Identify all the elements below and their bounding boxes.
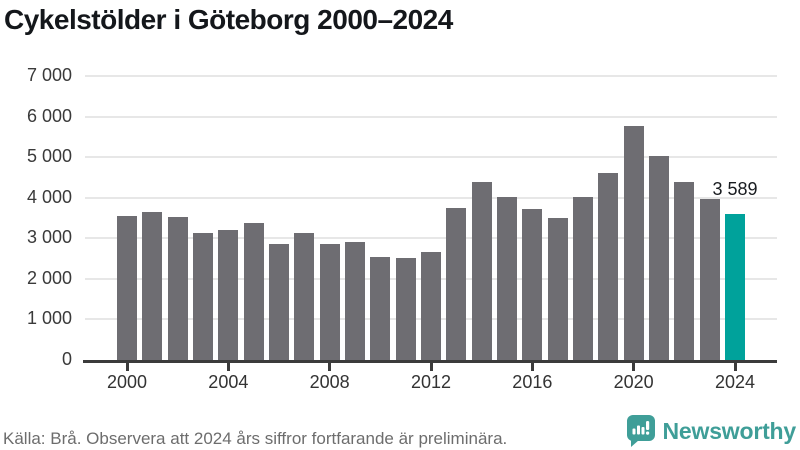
bar-2003 [192, 232, 213, 360]
bar-2009 [344, 242, 365, 360]
y-tick-label-6000: 6 000 [26, 105, 72, 126]
x-axis: 2000 2004 2008 2012 2016 2020 2024 [83, 363, 777, 397]
source-note: Källa: Brå. Observera att 2024 års siffr… [3, 429, 508, 448]
bar-2010 [370, 256, 391, 360]
bar-2018 [572, 196, 593, 360]
bar-2011 [395, 258, 416, 360]
chart-title: Cykelstölder i Göteborg 2000–2024 [4, 4, 453, 35]
gridline-5000 [85, 156, 777, 159]
bar-2012 [420, 251, 441, 360]
x-tick-2016 [530, 363, 534, 371]
gridline-6000 [85, 115, 777, 118]
bar-2008 [319, 243, 340, 360]
x-tick-2008 [328, 363, 332, 371]
x-tick-2012 [429, 363, 433, 371]
bar-2004 [218, 230, 239, 360]
x-tick-2000 [125, 363, 129, 371]
bar-2007 [294, 233, 315, 360]
bar-2017 [547, 218, 568, 360]
x-tick-label-2016: 2016 [512, 372, 553, 392]
y-axis-labels: 0 1 000 2 000 3 000 4 000 5 000 6 000 7 000 [0, 65, 72, 369]
x-tick-2004 [226, 363, 230, 371]
x-tick-label-2008: 2008 [309, 372, 350, 392]
y-tick-label-4000: 4 000 [26, 186, 72, 207]
y-tick-label-0: 0 [61, 349, 72, 370]
bar-2000 [117, 215, 137, 360]
bar-2013 [446, 207, 467, 360]
y-tick-label-5000: 5 000 [26, 146, 72, 167]
x-tick-2020 [632, 363, 636, 371]
gridline-7000 [85, 75, 777, 77]
y-tick-label-7000: 7 000 [26, 65, 72, 86]
bar-2021 [648, 155, 669, 360]
newsworthy-speech-bubble-bar-chart-icon [626, 414, 655, 447]
bar-2016 [522, 209, 543, 360]
x-tick-label-2000: 2000 [106, 372, 148, 392]
bar-2006 [268, 243, 289, 360]
bar-2015 [496, 197, 517, 360]
brand-name: Newsworthy [662, 417, 797, 444]
plot-area: 3 589 [83, 75, 777, 363]
y-tick-label-2000: 2 000 [26, 267, 72, 288]
x-tick-label-2004: 2004 [208, 372, 249, 392]
x-tick-2024 [733, 363, 737, 371]
bar-2005 [243, 222, 264, 360]
bar-2014 [471, 181, 492, 360]
x-tick-label-2012: 2012 [410, 372, 452, 392]
bar-2020 [623, 125, 644, 360]
bar-2019 [598, 173, 619, 360]
bar-2002 [167, 217, 188, 360]
y-tick-label-1000: 1 000 [26, 308, 72, 329]
x-tick-label-2020: 2020 [613, 372, 654, 392]
gridline-3000 [85, 237, 777, 240]
gridline-4000 [85, 196, 777, 199]
bar-2001 [142, 211, 163, 360]
bar-2024 [724, 214, 745, 360]
bar-2022 [674, 181, 695, 360]
brand-logo: Newsworthy [626, 414, 797, 448]
value-label-2024: 3 589 [712, 179, 758, 200]
x-tick-label-2024: 2024 [714, 372, 756, 392]
bar-2023 [699, 198, 720, 360]
bars-container [83, 76, 777, 360]
y-tick-label-3000: 3 000 [26, 227, 72, 248]
